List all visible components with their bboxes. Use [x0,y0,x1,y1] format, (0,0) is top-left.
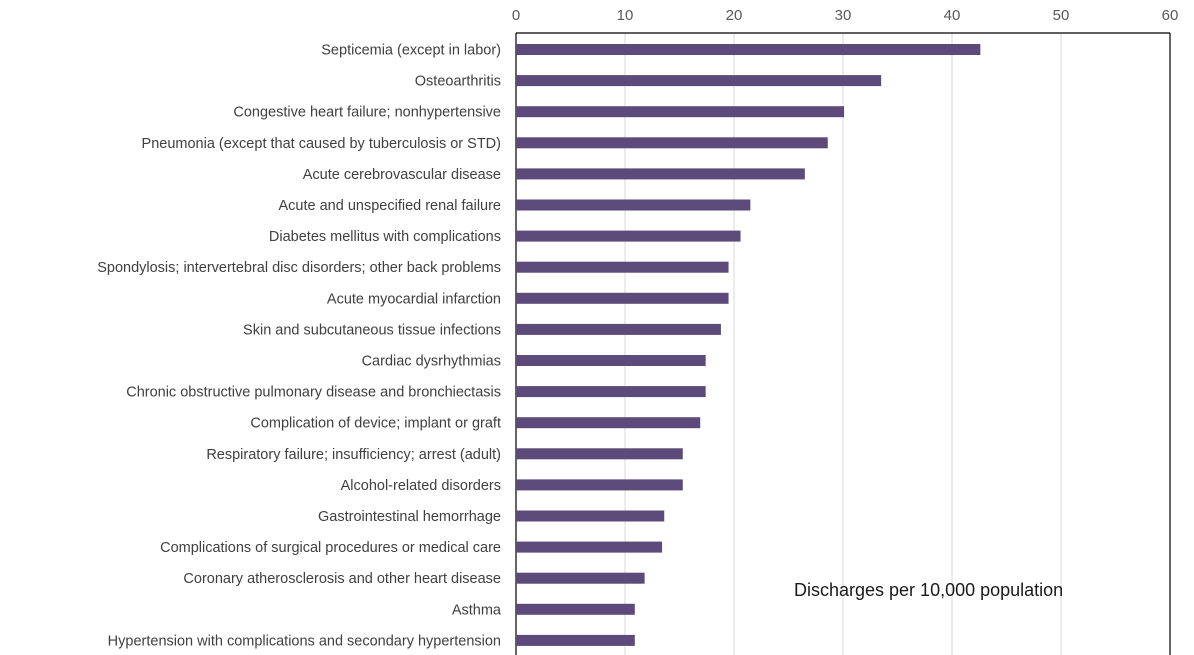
bar [516,199,751,211]
category-label: Complications of surgical procedures or … [160,540,501,556]
category-label: Cardiac dysrhythmias [362,354,501,370]
category-label: Coronary atherosclerosis and other heart… [183,571,501,587]
bar [516,355,706,366]
category-label: Pneumonia (except that caused by tubercu… [142,136,501,152]
category-label: Chronic obstructive pulmonary disease an… [126,385,501,401]
bar [516,137,828,149]
bar [516,44,981,55]
bar [516,510,665,522]
bar [516,572,645,584]
category-label: Spondylosis; intervertebral disc disorde… [97,260,501,276]
bar [516,323,721,335]
chart-annotation: Discharges per 10,000 population [794,580,1063,600]
category-label: Congestive heart failure; nonhypertensiv… [233,105,501,121]
x-tick-label: 40 [944,7,961,24]
bar [516,106,845,118]
category-label: Alcohol-related disorders [341,478,501,494]
x-tick-label: 10 [617,7,634,24]
bar [516,448,683,460]
category-label: Asthma [452,602,502,618]
category-label: Diabetes mellitus with complications [269,229,501,245]
bar [516,292,729,304]
category-label: Complication of device; implant or graft [250,416,501,432]
bar [516,75,882,87]
category-label: Skin and subcutaneous tissue infections [243,322,501,338]
category-label: Respiratory failure; insufficiency; arre… [206,447,501,463]
bar [516,541,663,553]
bar [516,634,635,646]
bar [516,386,706,398]
category-labels: Septicemia (except in labor) Osteoarthrit… [97,43,502,650]
bar [516,230,741,242]
x-tick-label: 50 [1053,7,1070,24]
x-tick-label: 60 [1162,7,1179,24]
x-tick-label: 20 [726,7,743,24]
category-label: Acute cerebrovascular disease [303,167,501,183]
category-label: Acute myocardial infarction [327,291,501,307]
bar [516,479,683,491]
grid-lines [624,33,1062,655]
bar [516,417,701,429]
category-label: Acute and unspecified renal failure [279,198,501,214]
bar [516,168,805,180]
x-axis-ticks: 0 10 20 30 40 50 60 [512,7,1179,24]
x-tick-label: 30 [835,7,852,24]
category-label: Hypertension with complications and seco… [108,633,501,649]
category-label: Gastrointestinal hemorrhage [318,509,501,525]
x-tick-label: 0 [512,7,520,24]
category-label: Septicemia (except in labor) [321,43,501,59]
bar [516,261,729,273]
category-label: Osteoarthritis [415,74,501,90]
bars [516,44,981,646]
bar [516,603,635,615]
